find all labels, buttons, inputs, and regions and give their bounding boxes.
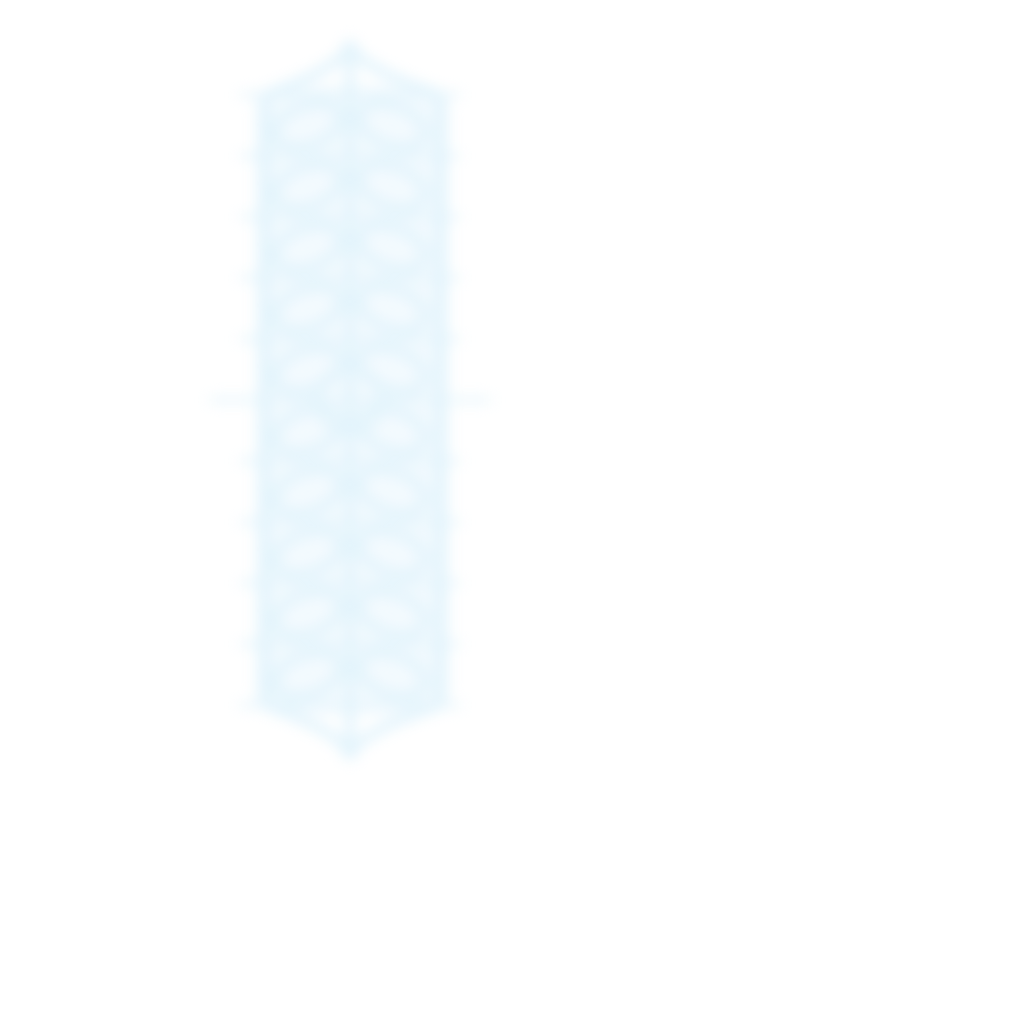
ornament-lens-left: [270, 98, 346, 153]
ornament-lens-left: [270, 281, 346, 336]
ornament-lens-right: [354, 586, 430, 641]
ornament-shapes: [210, 39, 490, 761]
ornament-lens-right: [354, 403, 430, 458]
ornament-lens-right: [354, 342, 430, 397]
ornament-lens-left: [270, 220, 346, 275]
ornament-top-point: [263, 39, 442, 100]
ornament-lens-right: [354, 159, 430, 214]
ornament-lens-right: [354, 281, 430, 336]
ornament-lens-right: [354, 525, 430, 580]
ornament-lens-left: [270, 464, 346, 519]
ornament-lens-right: [354, 98, 430, 153]
ornament-lens-left: [270, 159, 346, 214]
ornament-center-medallion: [314, 364, 386, 436]
ornament-lens-right: [354, 647, 430, 702]
ornament-lens-left: [270, 586, 346, 641]
ornament-lens-right: [354, 220, 430, 275]
ornament-lens-left: [270, 342, 346, 397]
ornament-lens-left: [270, 525, 346, 580]
ornament-lens-left: [270, 403, 346, 458]
ornament-bottom-point: [263, 700, 442, 761]
ornament-lens-left: [270, 647, 346, 702]
ornament-lens-right: [354, 464, 430, 519]
